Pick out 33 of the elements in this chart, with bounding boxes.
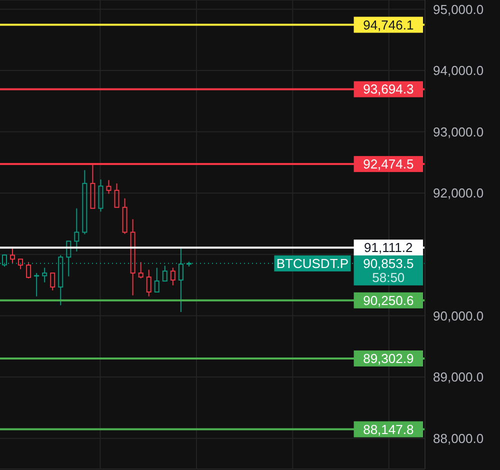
y-tick-label: 89,000.0 (433, 370, 484, 385)
candlestick (42, 267, 48, 283)
candlestick (74, 208, 80, 252)
candlestick (162, 265, 168, 282)
ref-line-label: 91,111.2 (364, 240, 413, 256)
ref-line-label: 93,694.3 (363, 82, 414, 97)
candlestick (50, 272, 56, 291)
candlestick (138, 262, 144, 279)
y-tick-label: 88,000.0 (433, 430, 484, 446)
y-tick-label: 95,000.0 (433, 2, 484, 17)
y-tick-label: 93,000.0 (433, 124, 484, 140)
candlestick (82, 170, 88, 235)
ref-line-label: 92,474.5 (363, 156, 414, 172)
ref-line-label: 89,302.9 (363, 350, 414, 366)
candlestick (18, 258, 24, 270)
y-tick-label: 94,000.0 (433, 63, 484, 78)
candlestick (170, 267, 176, 286)
candlestick (10, 248, 16, 264)
y-tick-label: 90,000.0 (433, 308, 484, 324)
candlestick (130, 218, 136, 296)
y-tick-label: 92,000.0 (433, 186, 484, 201)
candlestick (114, 182, 120, 208)
candlestick (106, 180, 112, 194)
ref-line-label: 90,250.6 (363, 292, 414, 308)
ref-line-label: 94,746.1 (363, 17, 414, 32)
ref-line-label: 88,147.8 (363, 422, 414, 437)
ref-line-label: 90,853.5 (363, 256, 414, 271)
candlestick (146, 269, 152, 297)
annotation: 58:50 (372, 270, 405, 285)
candlestick (154, 267, 160, 293)
annotation: BTCUSDT.P (276, 256, 349, 271)
candlestick (98, 178, 104, 212)
candlestick (122, 198, 128, 234)
